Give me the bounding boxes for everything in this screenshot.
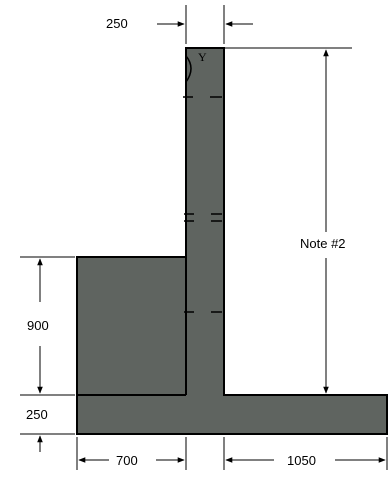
dim-heel-width-label: 1050: [287, 453, 316, 468]
dim-footing-height: [20, 433, 75, 452]
stem-top-arc: [185, 55, 192, 83]
dim-footing-height-label: 250: [26, 407, 48, 422]
dim-top-width-label: 250: [106, 16, 128, 31]
concrete-section: [76, 47, 388, 435]
dim-key-height-label: 900: [27, 318, 49, 333]
dim-toe-width-label: 700: [116, 453, 138, 468]
dim-stem-height: [224, 47, 352, 394]
dim-top-width: [157, 5, 253, 44]
stem-marks: [183, 55, 222, 313]
dim-stem-height-label: Note #2: [300, 236, 346, 251]
dim-bottom: [76, 437, 388, 470]
wall-outline: [76, 47, 388, 435]
dim-key-height: [20, 256, 75, 396]
stem-top-symbol: Y: [198, 50, 207, 64]
